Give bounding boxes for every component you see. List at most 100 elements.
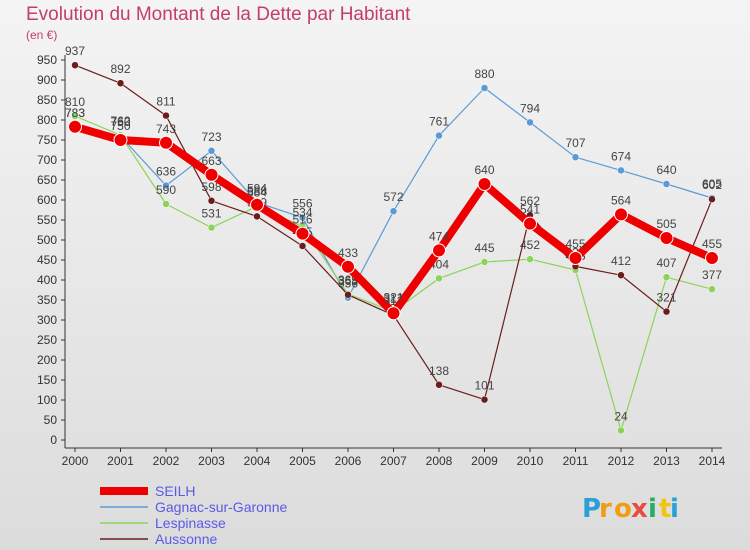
data-point <box>253 212 261 221</box>
data-point <box>617 426 625 435</box>
data-label: 455 <box>702 237 722 251</box>
proxiti-logo: Pr o x i ti <box>582 494 679 524</box>
data-point <box>435 381 443 389</box>
data-label: 531 <box>201 207 221 221</box>
data-point <box>207 147 216 155</box>
data-point <box>295 226 310 241</box>
y-tick-label: 900 <box>37 73 57 87</box>
y-tick-label: 500 <box>37 233 57 247</box>
data-point <box>298 242 307 250</box>
y-tick-label: 600 <box>37 193 57 207</box>
x-tick-label: 2006 <box>335 454 362 468</box>
x-tick-label: 2014 <box>699 454 726 468</box>
data-label: 321 <box>656 291 676 305</box>
data-point <box>480 84 489 92</box>
y-tick-label: 0 <box>50 433 57 447</box>
data-point <box>386 306 401 321</box>
logo-letter: i <box>670 494 679 524</box>
data-point <box>71 61 79 69</box>
x-tick-label: 2009 <box>471 454 498 468</box>
data-label: 101 <box>474 379 494 393</box>
data-point <box>341 259 355 274</box>
data-label: 556 <box>292 197 312 211</box>
y-tick-label: 800 <box>37 113 57 127</box>
legend-label: Aussonne <box>155 531 217 547</box>
y-tick-label: 100 <box>37 393 57 407</box>
logo-letter: t <box>659 494 671 524</box>
x-tick-label: 2000 <box>62 454 89 468</box>
data-point <box>526 118 534 127</box>
data-label: 605 <box>702 177 722 191</box>
legend-label: Lespinasse <box>155 515 226 531</box>
data-label: 412 <box>611 254 631 268</box>
data-label: 707 <box>565 136 585 150</box>
x-tick-label: 2002 <box>153 454 180 468</box>
data-point <box>571 153 580 161</box>
data-point <box>662 273 671 281</box>
x-tick-label: 2011 <box>563 454 589 468</box>
logo-letter: i <box>648 494 657 524</box>
data-label: 505 <box>656 217 676 231</box>
data-point <box>162 181 170 190</box>
data-label: 602 <box>702 178 722 192</box>
y-tick-label: 250 <box>37 333 57 347</box>
data-point <box>204 167 219 182</box>
data-point <box>659 231 674 245</box>
data-point <box>480 258 489 266</box>
data-point <box>207 223 216 232</box>
logo-letter: x <box>631 494 648 524</box>
y-tick-label: 750 <box>37 133 57 147</box>
data-label: 516 <box>292 213 312 227</box>
data-point <box>162 111 170 120</box>
y-tick-label: 300 <box>37 313 57 327</box>
data-label: 572 <box>383 190 403 204</box>
data-point <box>662 180 671 188</box>
y-tick-label: 50 <box>44 413 58 427</box>
legend-label: Gagnac-sur-Garonne <box>155 499 288 515</box>
data-label: 584 <box>247 185 267 199</box>
data-label: 640 <box>656 163 676 177</box>
x-tick-label: 2010 <box>517 454 544 468</box>
y-tick-label: 950 <box>37 53 57 67</box>
data-point <box>432 243 446 258</box>
logo-letter: r <box>599 494 612 524</box>
y-tick-label: 650 <box>37 173 57 187</box>
data-label: 811 <box>156 95 175 109</box>
x-tick-label: 2012 <box>608 454 635 468</box>
x-tick-label: 2013 <box>653 454 680 468</box>
data-point <box>614 207 628 222</box>
x-tick-label: 2004 <box>244 454 271 468</box>
data-label: 674 <box>611 149 631 163</box>
data-point <box>477 177 492 191</box>
data-label: 743 <box>156 122 176 136</box>
data-point <box>159 135 173 150</box>
data-label: 377 <box>702 268 722 282</box>
y-tick-label: 450 <box>37 253 57 267</box>
data-point <box>162 200 170 208</box>
data-label: 810 <box>65 95 85 109</box>
data-label: 407 <box>656 256 676 270</box>
data-point <box>480 395 489 404</box>
data-label: 594 <box>247 181 267 195</box>
data-point <box>617 166 625 175</box>
y-tick-label: 150 <box>37 373 57 387</box>
data-label: 937 <box>65 44 85 58</box>
data-point <box>435 274 443 283</box>
data-label: 24 <box>614 409 628 423</box>
data-label: 880 <box>474 67 494 81</box>
data-point <box>250 197 264 212</box>
data-label: 794 <box>520 101 540 115</box>
data-label: 590 <box>156 183 176 197</box>
data-label: 761 <box>429 115 449 129</box>
data-label: 541 <box>520 203 540 217</box>
x-tick-label: 2007 <box>380 454 407 468</box>
data-point <box>708 195 716 203</box>
data-point <box>71 112 79 120</box>
data-point <box>344 291 352 299</box>
data-label: 534 <box>292 205 312 219</box>
x-tick-label: 2005 <box>289 454 316 468</box>
x-tick-label: 2003 <box>198 454 225 468</box>
data-point <box>568 251 583 265</box>
